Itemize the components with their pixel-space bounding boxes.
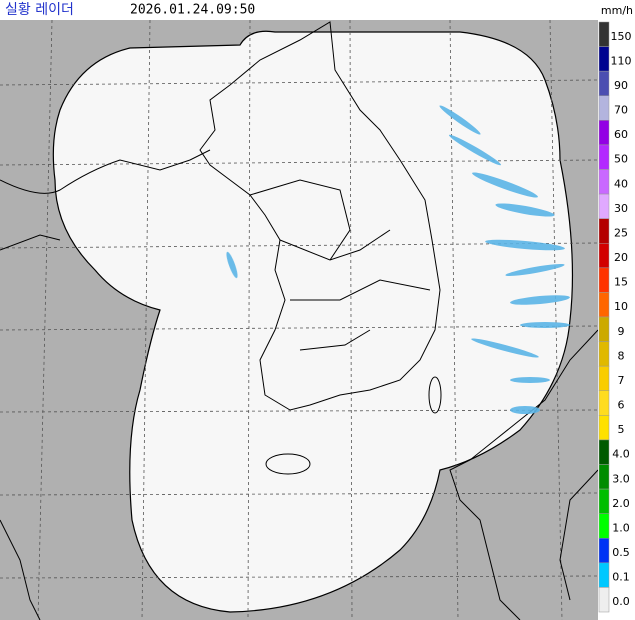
legend-swatch	[598, 439, 610, 465]
legend-swatch	[598, 95, 610, 121]
map	[0, 19, 599, 620]
legend-label: 2.0	[612, 497, 630, 510]
legend-label: 70	[614, 104, 628, 117]
legend-label: 15	[614, 276, 628, 289]
legend-swatch	[598, 144, 610, 170]
legend-swatch	[598, 341, 610, 367]
legend-label: 0.5	[612, 546, 630, 559]
timestamp: 2026.01.24.09:50	[130, 3, 255, 18]
legend-swatch	[598, 316, 610, 342]
legend-label: 90	[614, 79, 628, 92]
legend-swatch	[598, 193, 610, 219]
legend-swatch	[598, 488, 610, 514]
legend-label: 0.0	[612, 595, 630, 608]
legend-swatch	[598, 21, 610, 47]
legend: 150 110 90 70 60 50 40 30 25 20 15 10 9 8 7 6 5 4.0 3.0 2.0…	[598, 20, 635, 620]
legend-label: 10	[614, 300, 628, 313]
legend-label: 7	[618, 374, 625, 387]
legend-swatch	[598, 513, 610, 539]
legend-label: 4.0	[612, 448, 630, 461]
legend-swatch	[598, 120, 610, 146]
legend-label: 110	[611, 54, 632, 67]
legend-label: 50	[614, 153, 628, 166]
legend-swatch	[598, 267, 610, 293]
legend-swatch	[598, 46, 610, 72]
precipitation	[226, 105, 570, 414]
legend-swatch	[598, 390, 610, 416]
legend-label: 30	[614, 202, 628, 215]
legend-label: 40	[614, 177, 628, 190]
legend-label: 9	[618, 325, 625, 338]
legend-swatch	[598, 538, 610, 564]
legend-swatch	[598, 464, 610, 490]
legend-label: 20	[614, 251, 628, 264]
legend-swatch	[598, 243, 610, 269]
legend-label: 60	[614, 128, 628, 141]
legend-swatch	[598, 169, 610, 195]
legend-label: 150	[611, 30, 632, 43]
legend-swatch	[598, 365, 610, 391]
legend-swatch	[598, 70, 610, 96]
legend-swatch	[598, 218, 610, 244]
legend-swatch	[598, 415, 610, 441]
title: 실황 레이더	[5, 2, 74, 18]
legend-label: 8	[618, 349, 625, 362]
legend-swatch	[598, 292, 610, 318]
legend-label: 25	[614, 226, 628, 239]
legend-label: 0.1	[612, 571, 630, 584]
legend-swatch	[598, 587, 610, 613]
legend-label: 6	[618, 399, 625, 412]
unit: mm/h	[601, 4, 633, 17]
legend-label: 5	[618, 423, 625, 436]
coastlines	[0, 21, 599, 620]
legend-swatch	[598, 562, 610, 588]
radar-coverage	[52, 30, 574, 613]
legend-label: 1.0	[612, 521, 630, 534]
legend-label: 3.0	[612, 472, 630, 485]
